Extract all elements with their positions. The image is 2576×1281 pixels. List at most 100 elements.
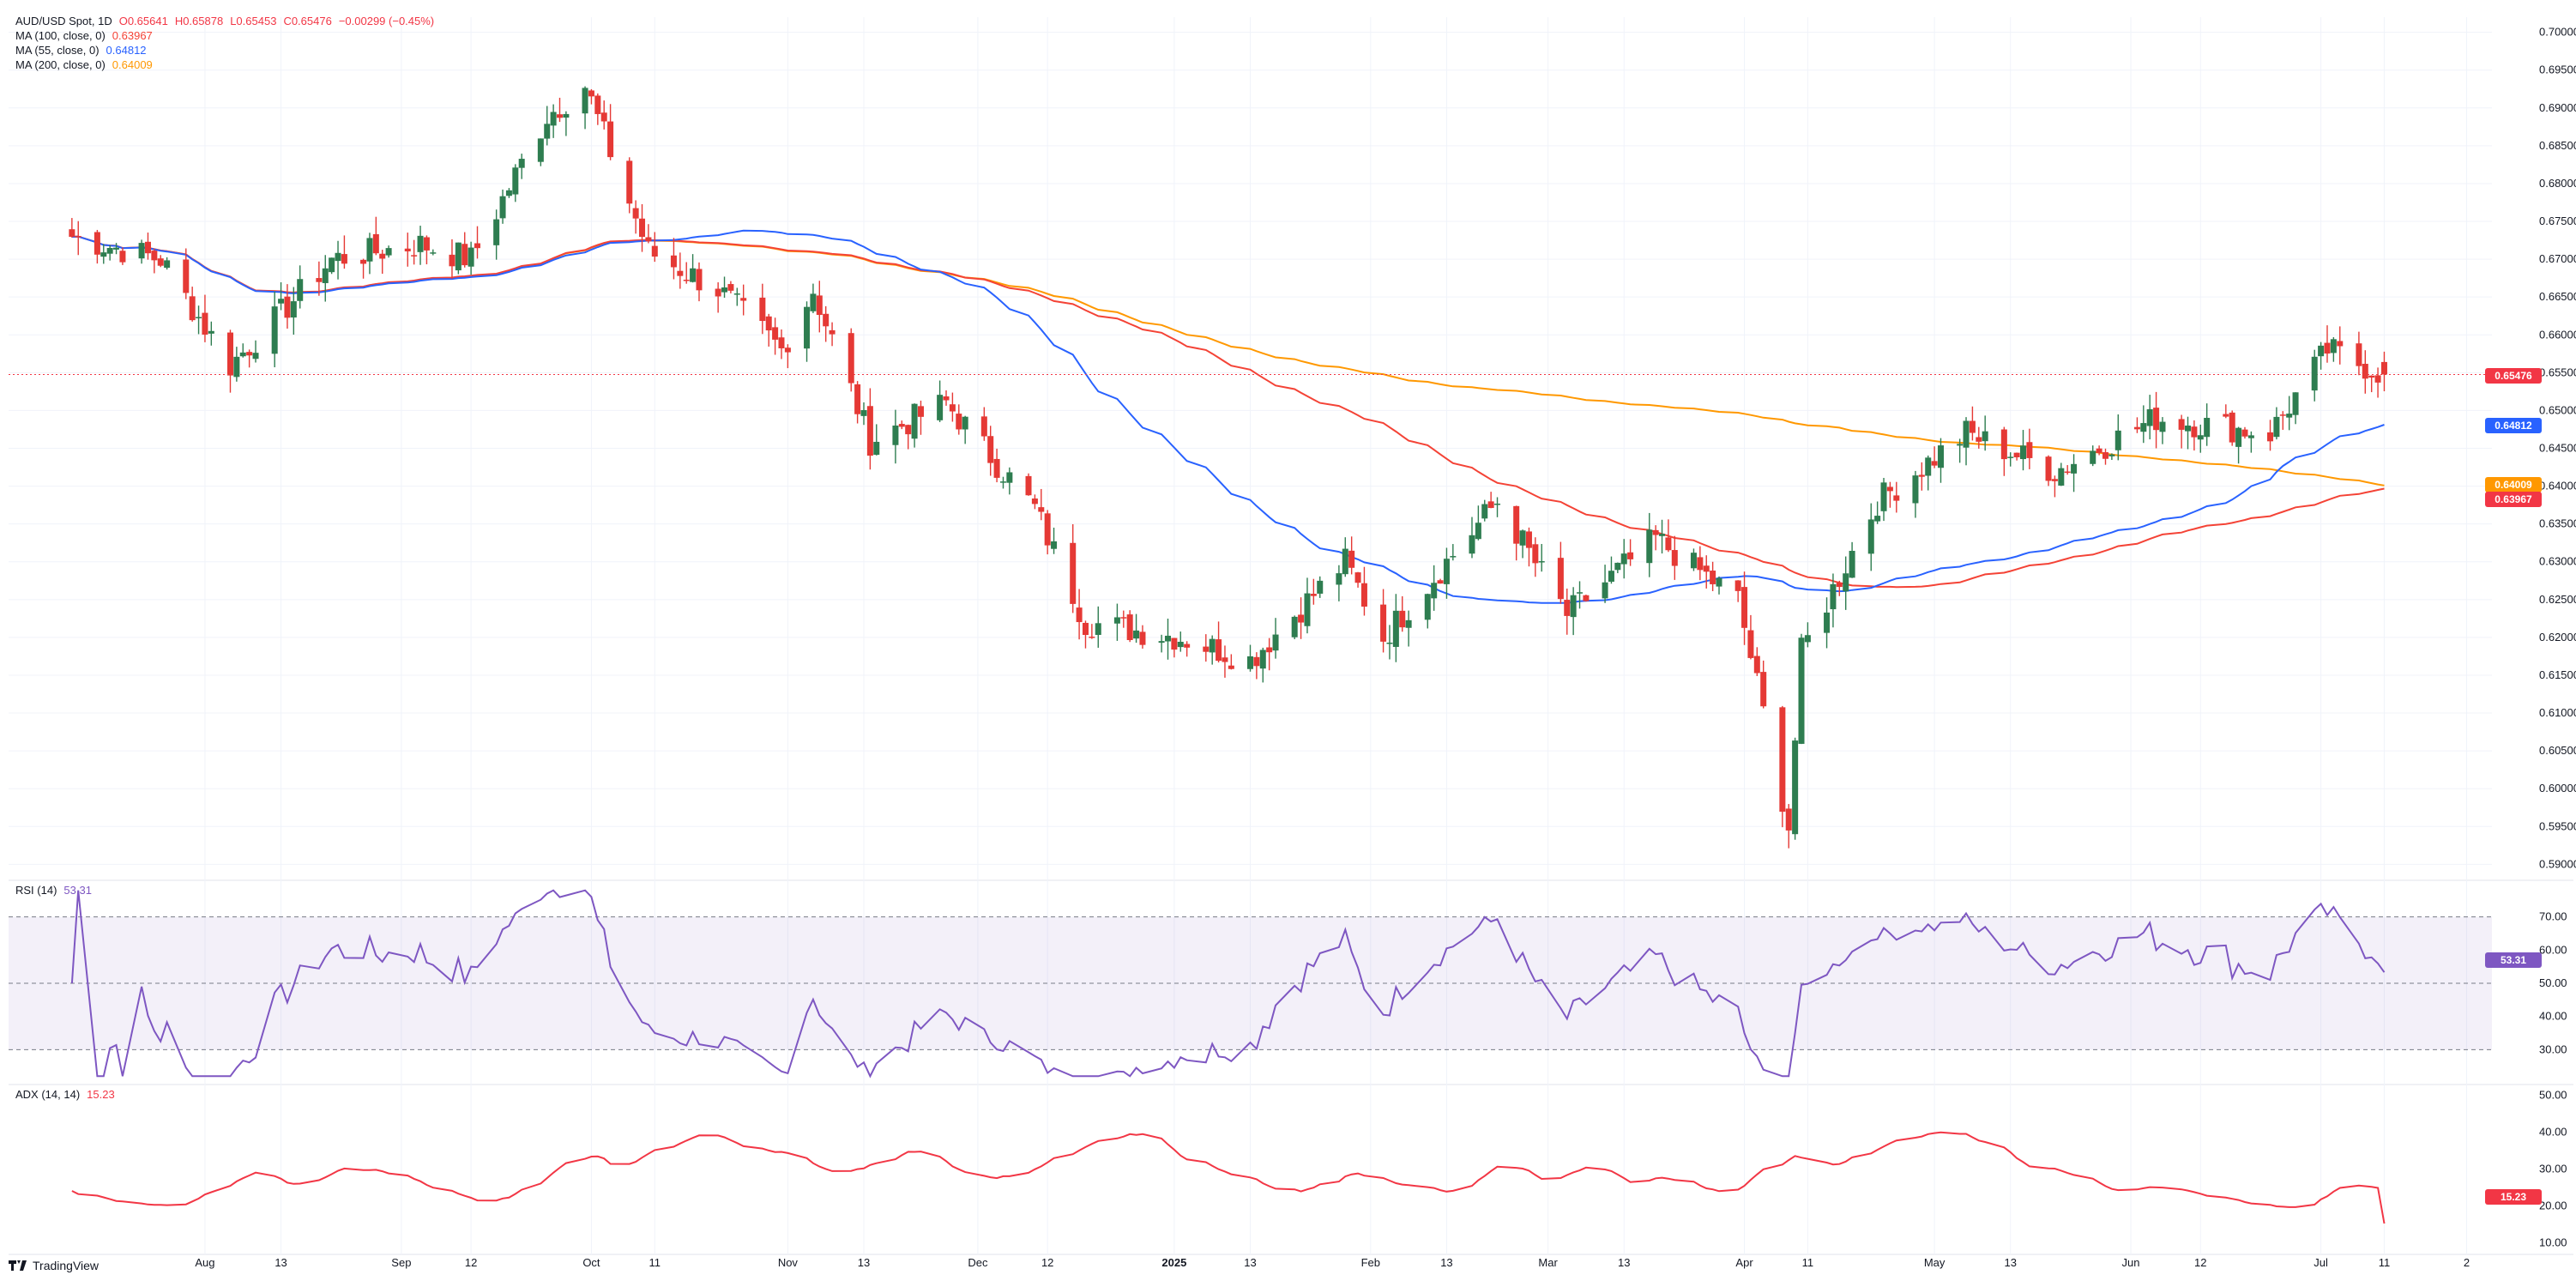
candle-down[interactable] (1266, 647, 1273, 653)
candle-up[interactable] (1620, 553, 1627, 565)
candle-down[interactable] (1931, 461, 1938, 466)
candle-up[interactable] (1824, 612, 1831, 633)
candle-up[interactable] (1798, 637, 1805, 744)
candle-up[interactable] (1519, 530, 1526, 546)
candle-down[interactable] (1399, 610, 1406, 628)
candle-up[interactable] (366, 238, 373, 262)
candle-up[interactable] (1646, 529, 1653, 564)
candle-up[interactable] (138, 243, 145, 259)
candle-down[interactable] (1671, 550, 1678, 566)
candle-up[interactable] (1392, 610, 1399, 647)
candle-down[interactable] (2337, 341, 2344, 347)
candle-down[interactable] (917, 406, 924, 417)
candle-down[interactable] (2013, 452, 2020, 457)
candle-down[interactable] (75, 236, 81, 238)
candle-up[interactable] (1051, 541, 1058, 549)
candle-down[interactable] (226, 332, 233, 376)
candle-down[interactable] (246, 352, 253, 356)
candle-down[interactable] (2026, 442, 2033, 458)
candle-down[interactable] (1918, 474, 1925, 477)
candle-down[interactable] (715, 288, 721, 297)
candle-up[interactable] (1158, 641, 1165, 644)
candle-up[interactable] (1792, 740, 1799, 835)
candle-up[interactable] (1538, 561, 1545, 563)
candle-up[interactable] (550, 112, 557, 126)
candle-up[interactable] (1659, 534, 1666, 536)
candle-down[interactable] (1360, 583, 1367, 607)
candle-up[interactable] (1386, 642, 1393, 644)
candle-down[interactable] (823, 313, 830, 327)
candle-up[interactable] (1133, 630, 1140, 639)
candle-down[interactable] (2096, 448, 2102, 453)
candle-up[interactable] (1304, 593, 1311, 626)
candle-down[interactable] (423, 237, 430, 251)
candle-down[interactable] (993, 458, 1000, 478)
candle-down[interactable] (670, 255, 677, 268)
candle-down[interactable] (1557, 558, 1564, 600)
candle-up[interactable] (1937, 445, 1944, 468)
candle-down[interactable] (157, 258, 164, 266)
candle-up[interactable] (499, 196, 506, 219)
candle-down[interactable] (1703, 565, 1710, 572)
candle-down[interactable] (949, 404, 956, 412)
candle-down[interactable] (2178, 419, 2185, 430)
candle-down[interactable] (1779, 707, 1786, 813)
candle-down[interactable] (943, 396, 950, 401)
candle-up[interactable] (1843, 573, 1849, 592)
candle-down[interactable] (740, 298, 747, 301)
candle-up[interactable] (1849, 551, 1855, 578)
candle-down[interactable] (1380, 604, 1387, 642)
candle-down[interactable] (69, 229, 75, 237)
candle-up[interactable] (1259, 650, 1266, 669)
candle-up[interactable] (1874, 516, 1881, 522)
candle-down[interactable] (1753, 656, 1760, 674)
candle-down[interactable] (2229, 412, 2235, 443)
candle-down[interactable] (2241, 429, 2248, 437)
candle-down[interactable] (1038, 507, 1045, 512)
candle-down[interactable] (1741, 587, 1748, 628)
candle-down[interactable] (1310, 594, 1317, 596)
candle-down[interactable] (639, 218, 646, 238)
candle-up[interactable] (1272, 634, 1279, 651)
candle-up[interactable] (2007, 456, 2014, 458)
candle-up[interactable] (1336, 573, 1342, 585)
candle-up[interactable] (537, 138, 544, 162)
candle-up[interactable] (721, 287, 728, 293)
candle-down[interactable] (848, 333, 854, 384)
candle-up[interactable] (2197, 435, 2204, 440)
candle-down[interactable] (1216, 639, 1222, 662)
candle-down[interactable] (1487, 501, 1494, 509)
candle-down[interactable] (202, 312, 208, 335)
candle-down[interactable] (462, 244, 468, 266)
ma100-legend-line[interactable]: MA (100, close, 0) 0.63967 (15, 28, 434, 43)
candle-down[interactable] (1139, 631, 1146, 645)
candle-down[interactable] (784, 347, 791, 353)
candle-down[interactable] (2267, 432, 2274, 442)
candle-up[interactable] (1006, 472, 1013, 483)
candle-down[interactable] (1120, 617, 1127, 619)
candle-down[interactable] (1652, 529, 1659, 535)
candle-down[interactable] (1253, 656, 1260, 667)
candle-down[interactable] (1734, 580, 1741, 591)
candle-up[interactable] (962, 416, 968, 430)
candle-down[interactable] (1298, 614, 1305, 623)
candle-up[interactable] (2159, 421, 2166, 432)
candle-down[interactable] (645, 237, 652, 242)
candle-up[interactable] (2286, 414, 2293, 418)
candle-up[interactable] (690, 268, 697, 282)
candle-up[interactable] (512, 167, 519, 195)
candle-up[interactable] (1424, 594, 1431, 620)
candle-up[interactable] (329, 257, 335, 273)
candle-down[interactable] (2191, 426, 2198, 438)
candle-down[interactable] (119, 251, 126, 263)
candle-up[interactable] (2185, 426, 2192, 432)
candle-down[interactable] (144, 241, 151, 254)
candle-up[interactable] (2311, 356, 2318, 391)
candle-down[interactable] (1976, 437, 1982, 442)
candle-down[interactable] (588, 90, 594, 97)
candle-up[interactable] (2058, 468, 2065, 486)
candle-up[interactable] (1494, 503, 1501, 505)
candle-up[interactable] (2292, 392, 2299, 415)
candle-down[interactable] (372, 233, 379, 254)
candle-up[interactable] (2090, 450, 2096, 464)
